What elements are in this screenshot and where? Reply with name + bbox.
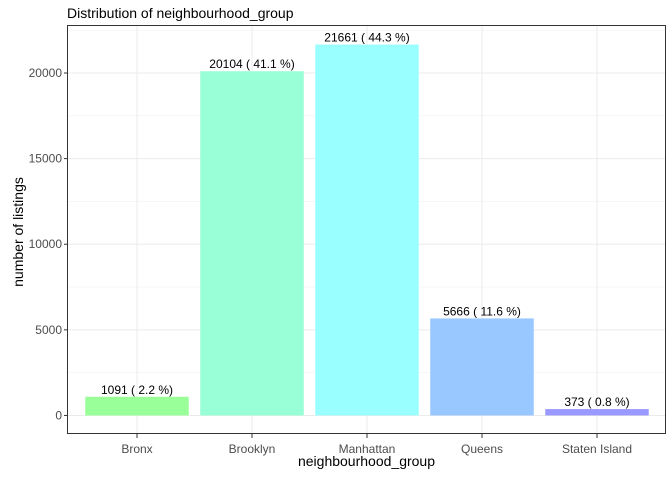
y-tick-label: 0 [55, 408, 62, 422]
y-tick-label: 10000 [29, 237, 63, 251]
data-label: 20104 ( 41.1 %) [209, 57, 294, 71]
x-tick-label: Staten Island [562, 442, 632, 456]
y-tick-label: 20000 [29, 66, 63, 80]
y-tick-label: 15000 [29, 152, 63, 166]
y-axis-title: number of listings [10, 177, 26, 287]
data-labels: 1091 ( 2.2 %) 20104 ( 41.1 %) 21661 ( 44.3… [101, 31, 630, 410]
bar-brooklyn [200, 71, 304, 416]
x-axis-title: neighbourhood_group [297, 453, 435, 469]
x-tick-label: Bronx [121, 442, 152, 456]
data-label: 1091 ( 2.2 %) [101, 383, 173, 397]
data-label: 21661 ( 44.3 %) [324, 31, 409, 45]
plot-panel-border [67, 25, 666, 434]
data-label: 373 ( 0.8 %) [564, 395, 629, 409]
bar-manhattan [315, 44, 419, 416]
bar-queens [430, 318, 534, 416]
bar-bronx [85, 396, 189, 416]
x-axis: Bronx Brooklyn Manhattan Queens Staten Islan… [121, 434, 632, 456]
y-axis: 0 5000 10000 15000 20000 [29, 66, 68, 422]
bar-staten-island [545, 409, 649, 416]
y-tick-label: 5000 [35, 323, 62, 337]
data-label: 5666 ( 11.6 %) [443, 304, 521, 318]
x-tick-label: Queens [461, 442, 503, 456]
x-tick-label: Brooklyn [229, 442, 276, 456]
bars [85, 44, 649, 416]
x-tick-label: Manhattan [339, 442, 396, 456]
chart-title: Distribution of neighbourhood_group [67, 5, 294, 21]
